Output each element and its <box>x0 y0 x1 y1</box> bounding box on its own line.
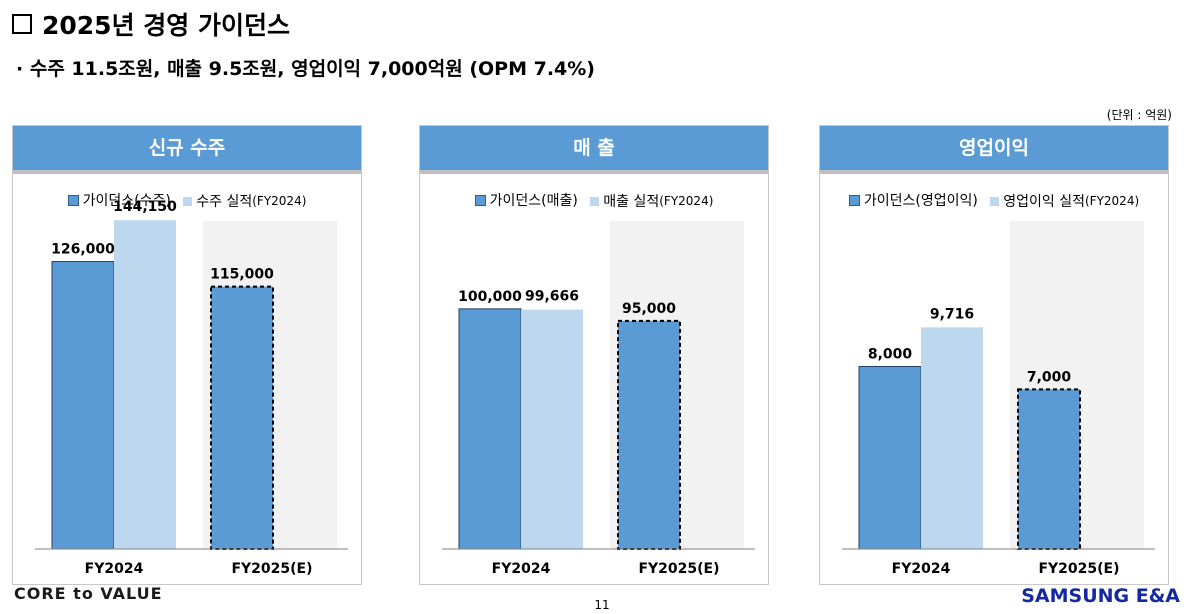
legend-swatch-guidance <box>848 194 860 206</box>
x-tick-label-fy2025e: FY2025(E) <box>1038 561 1119 577</box>
legend-item-guidance: 가이던스(수주) <box>67 190 171 210</box>
legend-item-guidance: 가이던스(매출) <box>474 190 578 210</box>
data-label-actual-fy2024: 99,666 <box>525 289 579 305</box>
panel-divider <box>13 170 361 174</box>
page-number: 11 <box>594 598 610 612</box>
x-tick-label-fy2025e: FY2025(E) <box>638 561 719 577</box>
legend-swatch-guidance <box>67 194 79 206</box>
legend-item-actual: 매출 실적 (FY2024) <box>590 191 713 211</box>
bar-chart-operating-profit: 8,000 9,716 7,000 FY2024 FY2025(E) <box>842 221 1155 577</box>
legend-swatch-actual <box>590 196 600 206</box>
legend-item-guidance: 가이던스(영업이익) <box>848 190 978 210</box>
panel-revenue: 매 출 가이던스(매출) 매출 실적 (FY2024) 100,000 99,666… <box>419 125 769 585</box>
bar-guidance-fy2025e <box>617 319 681 550</box>
panel-header: 매 출 <box>420 126 768 170</box>
panel-divider <box>420 170 768 174</box>
legend-label-guidance: 가이던스(영업이익) <box>863 193 978 209</box>
x-tick-label-fy2024: FY2024 <box>492 561 551 577</box>
data-label-guidance-fy2024: 8,000 <box>868 347 913 363</box>
legend-swatch-guidance <box>474 194 486 206</box>
chart-legend: 가이던스(영업이익) 영업이익 실적 (FY2024) <box>820 190 1168 211</box>
legend-label-actual: 수주 실적 <box>196 194 253 210</box>
page-title: 2025년 경영 가이던스 <box>12 6 290 42</box>
legend-item-actual: 수주 실적 (FY2024) <box>183 191 306 211</box>
bar-actual-fy2024 <box>521 309 583 549</box>
panel-operating-profit: 영업이익 가이던스(영업이익) 영업이익 실적 (FY2024) 8,000 9,7… <box>819 125 1169 585</box>
x-tick-label-fy2024: FY2024 <box>892 561 951 577</box>
legend-label-actual-year: (FY2024) <box>252 194 307 208</box>
data-label-guidance-fy2025e: 7,000 <box>1027 369 1072 385</box>
legend-swatch-actual <box>183 196 193 206</box>
brand-logo: SAMSUNG E&A <box>1021 585 1180 607</box>
chart-legend: 가이던스(매출) 매출 실적 (FY2024) <box>420 190 768 211</box>
data-label-guidance-fy2025e: 115,000 <box>210 267 274 283</box>
bar-guidance-fy2024 <box>458 308 522 550</box>
panel-header: 신규 수주 <box>13 126 361 170</box>
bar-guidance-fy2024 <box>858 366 922 550</box>
data-label-actual-fy2024: 9,716 <box>930 306 974 322</box>
page-title-text: 2025년 경영 가이던스 <box>42 11 290 40</box>
legend-label-actual-year: (FY2024) <box>659 194 714 208</box>
panel-divider <box>820 170 1168 174</box>
data-label-guidance-fy2025e: 95,000 <box>622 301 676 317</box>
legend-label-actual-year: (FY2024) <box>1085 194 1140 208</box>
legend-label-guidance: 가이던스(수주) <box>82 193 171 209</box>
bar-guidance-fy2024 <box>51 261 115 550</box>
panel-new-orders: 신규 수주 가이던스(수주) 수주 실적 (FY2024) 126,000 144,… <box>12 125 362 585</box>
x-tick-label-fy2025e: FY2025(E) <box>231 561 312 577</box>
data-label-actual-fy2024: 144,150 <box>113 199 177 215</box>
bar-chart-revenue: 100,000 99,666 95,000 FY2024 FY2025(E) <box>442 221 755 577</box>
bar-chart-new-orders: 126,000 144,150 115,000 FY2024 FY2025(E) <box>35 199 348 577</box>
bar-guidance-fy2025e <box>1017 388 1081 550</box>
checkbox-square-icon <box>12 14 32 34</box>
page-subtitle: · 수주 11.5조원, 매출 9.5조원, 영업이익 7,000억원 (OPM… <box>16 58 595 80</box>
bar-actual-fy2024 <box>921 327 983 549</box>
data-label-guidance-fy2024: 126,000 <box>51 242 115 258</box>
bar-guidance-fy2025e <box>210 285 274 550</box>
chart-legend: 가이던스(수주) 수주 실적 (FY2024) <box>13 190 361 211</box>
x-tick-label-fy2024: FY2024 <box>85 561 144 577</box>
bar-actual-fy2024 <box>114 220 176 549</box>
legend-item-actual: 영업이익 실적 (FY2024) <box>990 191 1139 211</box>
legend-label-actual: 영업이익 실적 <box>1003 194 1085 210</box>
panel-header: 영업이익 <box>820 126 1168 170</box>
slogan-logo: CORE to VALUE <box>14 584 163 603</box>
legend-label-guidance: 가이던스(매출) <box>489 193 578 209</box>
legend-swatch-actual <box>990 196 1000 206</box>
data-label-guidance-fy2024: 100,000 <box>458 289 522 305</box>
unit-label: (단위 : 억원) <box>1106 108 1172 122</box>
legend-label-actual: 매출 실적 <box>603 194 660 210</box>
